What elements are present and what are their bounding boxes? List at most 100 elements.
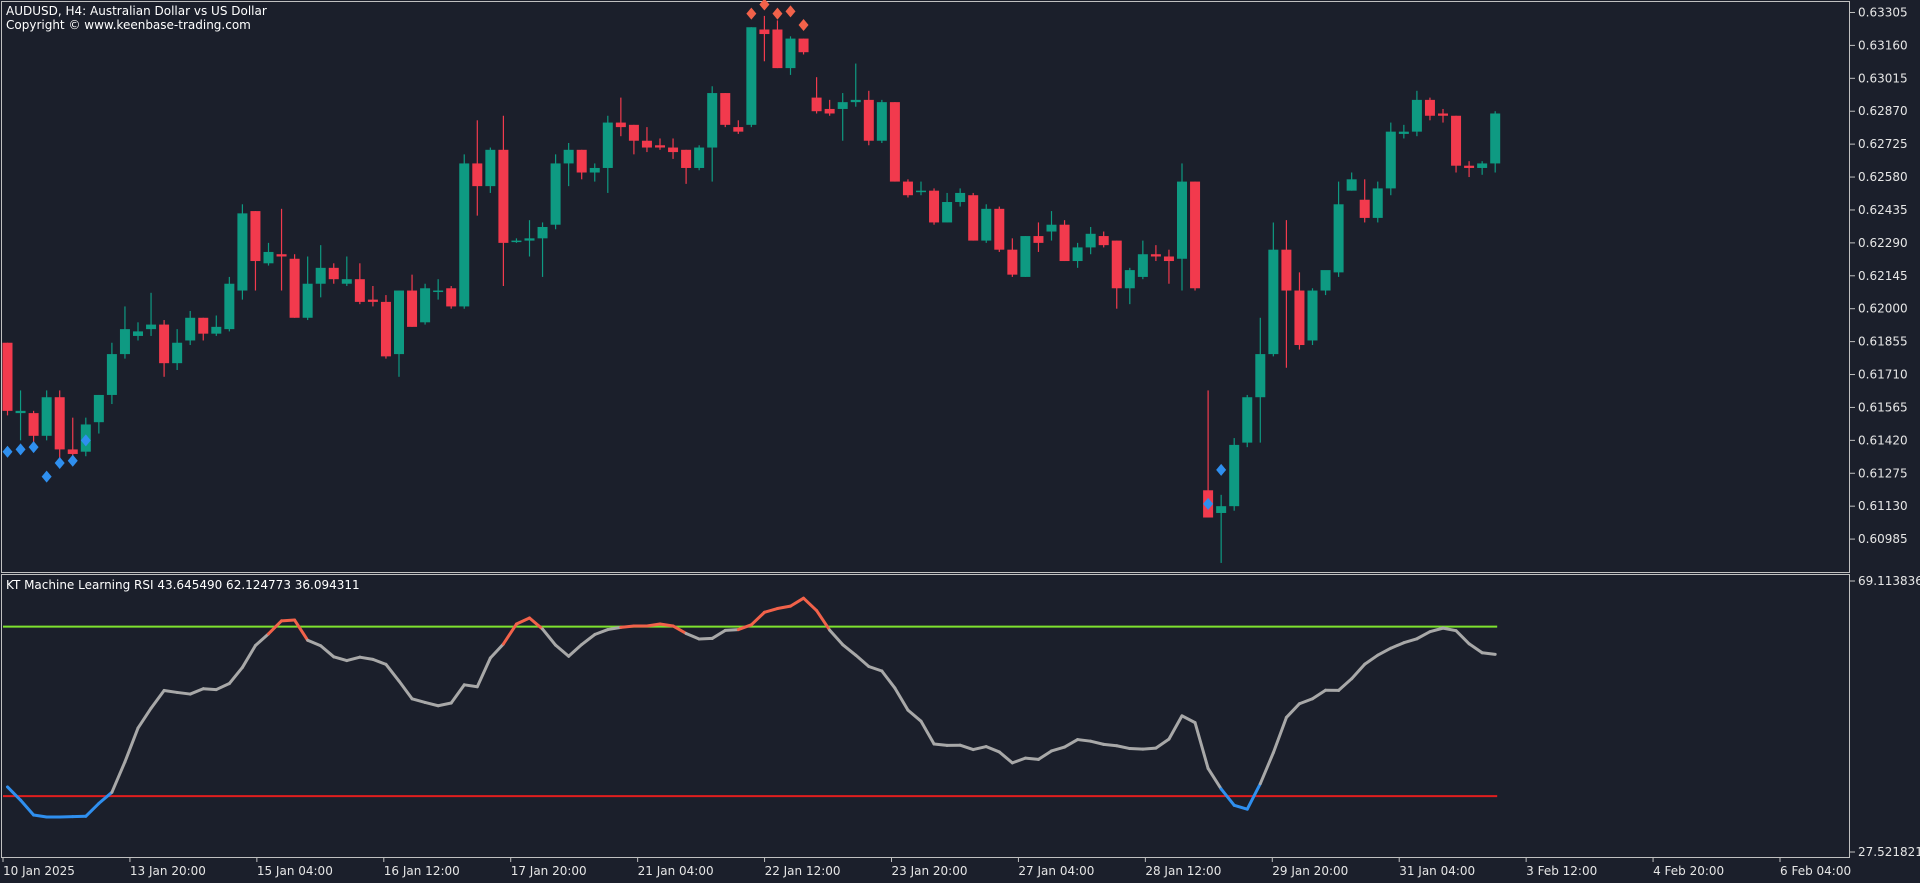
candle [1007,238,1018,277]
candle [576,149,587,180]
candle [1411,90,1422,137]
rsi-segment [1271,715,1288,755]
rsi-segment [1102,742,1119,748]
candle-body [133,331,143,336]
rsi-segment [1089,739,1106,746]
time-axis: 10 Jan 2025 13 Jan 20:00 15 Jan 04:00 16 Ja… [2,858,1851,878]
candle [981,204,992,243]
candle [433,279,444,300]
candle [315,245,326,298]
rsi-segment [828,628,845,647]
candle [1085,226,1096,255]
rsi-segment [919,719,936,746]
candle-body [863,99,874,141]
time-tick-label: 28 Jan 12:00 [1145,864,1221,878]
candle [824,99,835,116]
candle [563,143,574,187]
indicator-panel-frame [1,574,1850,858]
rsi-segment [554,643,571,658]
candle [159,320,170,377]
candle-body [876,102,887,141]
candle-body [889,102,900,182]
rsi-segment [593,628,610,637]
time-tick-label: 15 Jan 04:00 [257,864,333,878]
sell-signal-diamond [746,7,757,20]
candle-body [119,329,130,355]
candle-body [968,195,979,241]
candle-body [589,167,600,173]
candle [2,342,13,416]
candle-body [694,147,705,168]
candle-body [263,251,274,264]
candle [641,127,652,153]
rsi-segment [1311,688,1328,701]
rsi-segment [880,669,897,690]
candle [1059,220,1070,262]
candle-body [41,397,52,436]
symbol-title: AUDUSD, H4: Australian Dollar vs US Doll… [6,4,267,18]
candle [1033,222,1044,252]
price-tick-label: 0.63015 [1858,71,1908,85]
rsi-segment [984,745,1001,754]
price-tick-label: 0.62145 [1858,269,1908,283]
candle [602,115,613,193]
candle [1268,222,1279,357]
candle [668,138,679,159]
candle [837,93,848,141]
rsi-segment [567,643,584,658]
rsi-segment [488,642,505,660]
candle [615,97,626,137]
rsi-segment [319,644,336,659]
rsi-segment [710,628,727,640]
candle-body [302,283,313,318]
candle [1150,245,1161,262]
candle-body [1438,113,1448,116]
rsi-segment [971,745,988,752]
rsi-segment [475,656,492,689]
rsi-segment [1141,746,1158,751]
candle [1177,163,1187,291]
rsi-segment [736,623,753,632]
candle-body [315,267,326,284]
price-tick-label: 0.63160 [1858,38,1908,52]
rsi-segment [697,636,714,641]
candle [1398,124,1409,139]
buy-signal-diamond [1216,463,1227,476]
candle [28,410,39,448]
rsi-segment [684,631,701,641]
candle [720,93,731,128]
rsi-segment [384,662,401,683]
rsi-segment [32,813,49,819]
price-tick-label: 0.62725 [1858,137,1908,151]
candle-body [237,213,248,291]
rsi-segment [371,657,388,666]
candle-body [1333,204,1344,273]
candle [942,192,953,223]
candle [328,263,339,284]
sell-signal-diamond [785,5,796,18]
candle-body [1451,115,1462,166]
candle-body [420,288,431,323]
rsi-segment [358,655,375,661]
rsi-segment [1036,749,1053,761]
candle [211,315,222,336]
candlesticks[interactable] [2,15,1501,563]
candle-body [1294,290,1305,346]
candle-body [524,238,535,241]
candle-body [1255,354,1266,398]
candle [1098,231,1109,248]
candle-body [394,290,404,355]
buy-signal-diamond [1203,497,1214,510]
candle-body [1320,270,1331,291]
price-tick-label: 0.62435 [1858,203,1908,217]
rsi-segment [775,604,792,611]
price-tick-label: 0.61420 [1858,433,1908,447]
candle [628,124,639,155]
candle [54,390,65,464]
candle [276,208,287,291]
candle [902,179,913,198]
rsi-segment [906,708,923,723]
rsi-segment [1389,641,1406,650]
candle-body [250,211,261,262]
